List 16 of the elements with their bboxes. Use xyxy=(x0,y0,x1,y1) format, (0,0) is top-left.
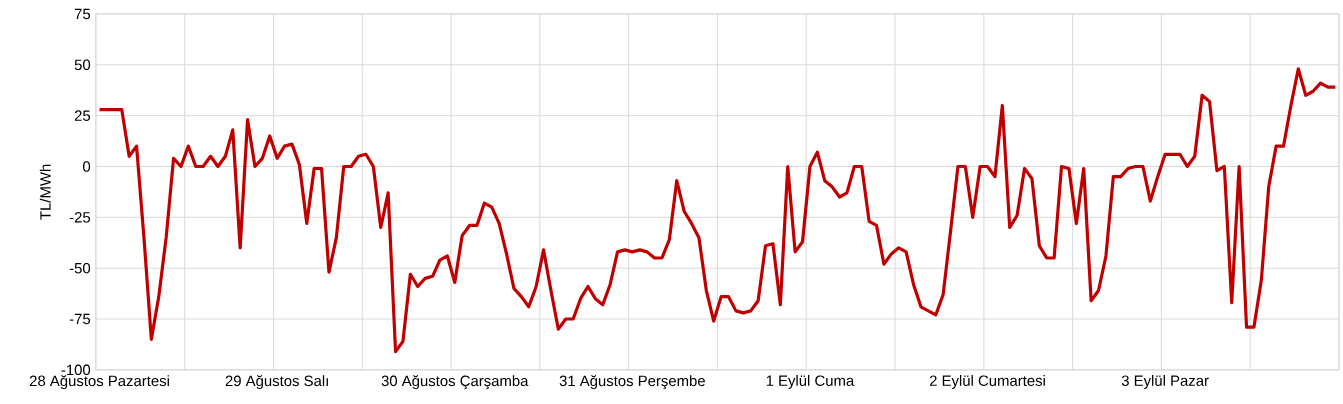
y-tick-label: -25 xyxy=(69,212,91,223)
x-tick-label: 31 Ağustos Perşembe xyxy=(559,375,705,390)
y-tick-label: 50 xyxy=(74,59,91,71)
x-tick-label: 3 Eylül Pazar xyxy=(1121,375,1209,390)
y-tick-label: 25 xyxy=(74,110,91,122)
x-tick-label: 28 Ağustos Pazartesi xyxy=(29,375,169,390)
y-axis-title: TL/MWh xyxy=(39,164,51,220)
y-tick-label: 75 xyxy=(74,8,91,20)
y-tick-label: -50 xyxy=(69,263,91,274)
y-tick-label: 0 xyxy=(82,161,91,172)
y-tick-label: -75 xyxy=(69,313,91,325)
y-tick-label: -100 xyxy=(61,364,91,376)
x-tick-label: 1 Eylül Cuma xyxy=(766,375,855,390)
x-tick-label: 29 Ağustos Salı xyxy=(225,375,328,390)
x-tick-label: 30 Ağustos Çarşamba xyxy=(381,375,529,390)
x-tick-label: 2 Eylül Cumartesi xyxy=(929,375,1045,390)
